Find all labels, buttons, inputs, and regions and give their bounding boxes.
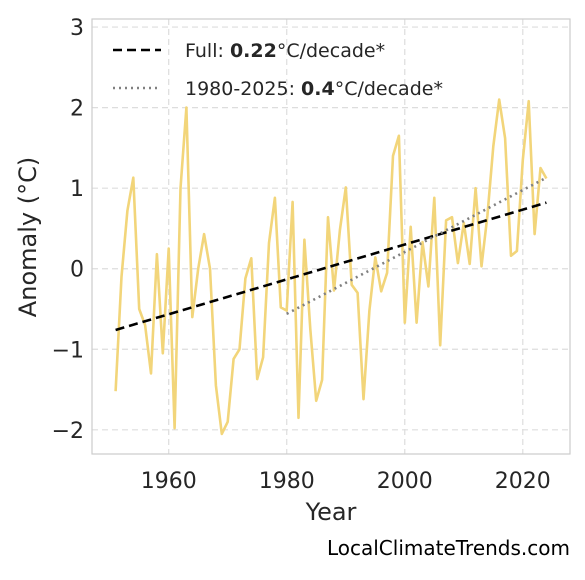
y-tick-label: 3 <box>70 16 84 41</box>
series-layer <box>114 98 548 436</box>
trend-line-1980-2025 <box>286 176 547 315</box>
x-tick-label: 1960 <box>141 469 197 494</box>
legend-label-full: Full: 0.22°C/decade* <box>185 40 385 62</box>
y-tick-label: −2 <box>52 419 84 444</box>
y-axis-title: Anomaly (°C) <box>14 157 42 317</box>
y-tick-label: 0 <box>70 258 84 283</box>
y-tick-label: 1 <box>70 177 84 202</box>
legend-label-recent: 1980-2025: 0.4°C/decade* <box>185 78 443 100</box>
plot-frame <box>91 18 571 455</box>
trend-line-full <box>115 201 547 332</box>
x-tick-label: 1980 <box>259 469 315 494</box>
x-tick-label: 2020 <box>495 469 551 494</box>
credit-text: LocalClimateTrends.com <box>326 536 570 560</box>
trend-layer <box>115 176 547 332</box>
y-tick-label: −1 <box>52 338 84 363</box>
grid <box>92 19 570 454</box>
anomaly-series-line <box>114 98 548 436</box>
y-tick-label: 2 <box>70 97 84 122</box>
x-axis-title: Year <box>305 498 357 526</box>
legend: Full: 0.22°C/decade* 1980-2025: 0.4°C/de… <box>113 40 443 100</box>
tick-labels: 1960 1980 2000 2020 −2 −1 0 1 2 3 <box>52 16 551 494</box>
x-tick-label: 2000 <box>377 469 433 494</box>
